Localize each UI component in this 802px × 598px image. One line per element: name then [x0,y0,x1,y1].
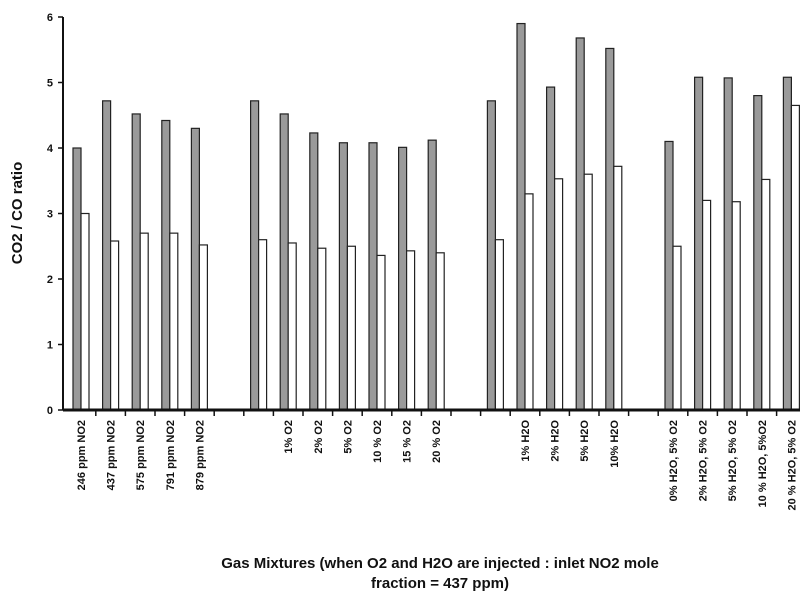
bar [250,100,260,411]
x-tick-label: 5% O2 [342,420,354,454]
bar [672,245,682,411]
bar [605,47,615,411]
bar [782,76,793,411]
x-tick-label: 10 % O2 [372,420,384,463]
x-tick-label: 20 % H2O, 5% O2 [786,420,798,511]
y-tick-label: 3 [47,209,53,221]
y-axis-label: CO2 / CO ratio [9,162,26,265]
bar [435,252,445,411]
x-tick-label: 2% O2 [313,420,325,454]
x-tick-label: 0% H2O, 5% O2 [668,420,680,501]
bar [109,240,120,411]
bar [524,193,534,411]
bar [664,140,674,411]
bar [258,239,268,411]
x-tick-label: 10 % H2O, 5%O2 [757,420,769,507]
x-tick-label: 437 ppm NO2 [106,420,118,490]
x-tick-label: 5% H2O [579,420,591,462]
bar [701,199,712,411]
x-tick-label: 575 ppm NO2 [135,420,147,490]
bar [723,77,733,411]
bar [406,250,416,411]
bar [398,146,408,411]
bar [346,245,356,411]
bar [376,254,386,411]
bar [753,94,763,411]
bar [516,22,526,411]
x-tick-label: 1% H2O [520,420,532,462]
x-tick-label: 791 ppm NO2 [165,420,177,490]
bar [368,142,378,411]
bar [427,139,437,411]
bar [613,165,623,411]
bar [583,173,593,411]
x-tick-label: 1% O2 [283,420,295,454]
bar [693,76,704,411]
x-tick-label: 2% H2O [550,420,562,462]
x-tick-label: 246 ppm NO2 [76,420,88,490]
bar [494,239,504,411]
bar [190,127,200,411]
bar [279,113,289,411]
x-axis-label: fraction = 437 ppm) [371,575,509,592]
x-axis-label: Gas Mixtures (when O2 and H2O are inject… [221,555,659,572]
bar [486,100,496,411]
x-tick-label: 879 ppm NO2 [194,420,206,490]
y-tick-label: 6 [47,12,53,24]
y-tick-label: 1 [47,340,53,352]
bar [731,201,741,411]
y-tick-label: 2 [47,274,53,286]
bar [161,119,171,411]
x-tick-label: 20 % O2 [431,420,443,463]
bar [131,113,141,411]
bar [761,178,771,411]
bar [317,247,327,411]
bar [198,244,208,411]
bar [575,37,585,411]
x-tick-label: 15 % O2 [402,420,414,463]
bar [287,242,297,411]
bar [309,132,319,411]
bar [338,142,348,411]
x-tick-label: 10% H2O [609,420,621,468]
bar [101,100,112,411]
bar [139,232,149,411]
y-tick-label: 0 [47,405,53,417]
bar [169,232,179,411]
bar [545,86,556,411]
x-tick-label: 2% H2O, 5% O2 [698,420,710,501]
y-tick-label: 5 [47,78,53,90]
x-tick-label: 5% H2O, 5% O2 [727,420,739,501]
bar [553,178,564,411]
bar [72,147,82,411]
y-tick-label: 4 [47,143,54,155]
bar [80,212,90,411]
bar [790,104,801,411]
